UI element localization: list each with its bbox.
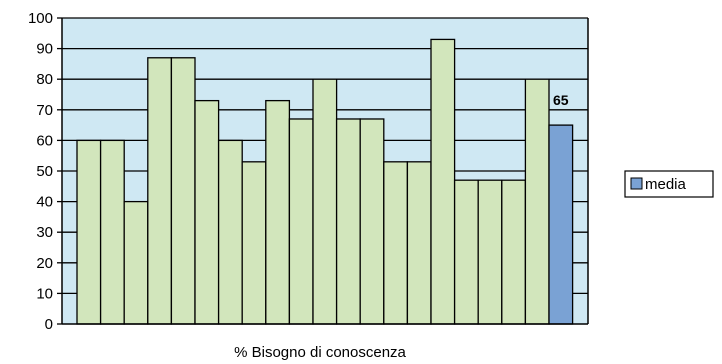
x-axis-label: % Bisogno di conoscenza [234,344,406,361]
y-tick-label-40: 40 [36,194,53,211]
bars [76,38,574,325]
y-tick-label-90: 90 [36,41,53,58]
y-tick-label-80: 80 [36,71,53,88]
bar-1 [76,139,102,325]
y-axis-ticks: 0 10 20 30 40 50 60 70 80 90 100 [28,10,62,333]
bar-17 [453,179,479,325]
bar-4 [147,57,173,325]
y-tick-label-20: 20 [36,255,53,272]
y-tick-label-10: 10 [36,285,53,302]
bar-8 [241,161,267,325]
legend-swatch-media [630,177,643,190]
bar-6 [194,99,220,325]
y-tick-label-100: 100 [28,10,53,27]
bar-15 [406,161,432,325]
legend: media [624,170,714,198]
bar-12 [335,118,361,325]
bar-7 [217,139,243,325]
y-tick-label-70: 70 [36,102,53,119]
bar-11 [312,78,338,325]
legend-label-media: media [645,176,687,193]
y-tick-label-60: 60 [36,132,53,149]
bar-19 [501,179,527,325]
bar-16 [430,38,456,325]
bar-media [548,124,574,325]
bar-18 [477,179,503,325]
bar-5 [170,57,196,325]
bar-13 [359,118,385,325]
y-tick-label-30: 30 [36,224,53,241]
bar-14 [383,161,409,325]
y-tick-label-0: 0 [45,316,53,333]
bar-2 [99,139,125,325]
data-label-media: 65 [553,92,569,108]
bar-3 [123,200,149,325]
y-tick-label-50: 50 [36,163,53,180]
bar-20 [524,78,550,325]
bar-10 [288,118,314,325]
bar-9 [265,99,291,325]
